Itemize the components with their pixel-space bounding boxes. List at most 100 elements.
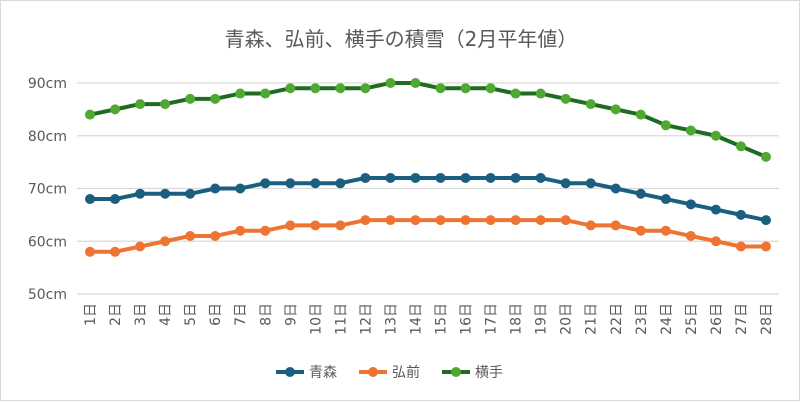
- data-point: [335, 83, 346, 94]
- data-point: [360, 83, 371, 94]
- data-point: [410, 172, 421, 183]
- data-point: [560, 178, 571, 189]
- data-point: [335, 220, 346, 231]
- data-point: [535, 88, 546, 99]
- data-point: [460, 172, 471, 183]
- data-point: [185, 93, 196, 104]
- data-point: [210, 183, 221, 194]
- legend-marker: [368, 367, 378, 377]
- data-point: [485, 215, 496, 226]
- x-tick-label: 12日: [358, 303, 374, 335]
- data-point: [761, 215, 771, 226]
- data-point: [110, 104, 121, 115]
- data-point: [210, 93, 221, 104]
- series-line-2: [89, 81, 767, 159]
- x-tick-label: 15日: [434, 303, 450, 335]
- data-point: [360, 172, 371, 183]
- data-point: [761, 241, 771, 252]
- data-point: [135, 241, 146, 252]
- data-point: [285, 83, 296, 94]
- data-point: [310, 83, 321, 94]
- data-point: [685, 125, 696, 136]
- x-tick-label: 7日: [233, 303, 249, 326]
- data-point: [710, 204, 721, 215]
- x-tick-label: 2日: [108, 303, 124, 326]
- data-point: [285, 220, 296, 231]
- data-point: [160, 236, 171, 247]
- x-tick-label: 4日: [158, 303, 174, 326]
- data-point: [585, 99, 596, 110]
- data-point: [285, 178, 296, 189]
- data-point: [310, 220, 321, 231]
- x-tick-label: 26日: [709, 303, 725, 335]
- x-tick-label: 27日: [734, 303, 750, 335]
- data-point: [735, 209, 746, 220]
- data-point: [160, 188, 171, 199]
- data-point: [185, 230, 196, 241]
- data-point: [385, 78, 396, 88]
- data-point: [685, 230, 696, 241]
- series-line-1: [90, 218, 766, 254]
- data-point: [610, 104, 621, 115]
- y-tick-label: 70cm: [28, 182, 67, 198]
- data-point: [135, 188, 146, 199]
- data-point: [485, 172, 496, 183]
- x-tick-label: 24日: [659, 303, 675, 335]
- y-tick-label: 50cm: [28, 287, 67, 303]
- data-point: [660, 194, 671, 205]
- data-point: [260, 225, 271, 236]
- x-tick-label: 19日: [534, 303, 550, 335]
- data-point: [735, 241, 746, 252]
- series-line-0: [90, 175, 767, 223]
- data-point: [410, 215, 421, 226]
- x-tick-label: 18日: [509, 303, 525, 335]
- data-point: [85, 246, 95, 257]
- data-point: [485, 83, 496, 94]
- data-point: [735, 141, 746, 152]
- legend-label: 青森: [309, 365, 337, 381]
- data-point: [85, 109, 95, 120]
- data-point: [460, 83, 471, 94]
- x-tick-label: 25日: [684, 303, 700, 335]
- x-tick-label: 3日: [133, 303, 149, 326]
- data-point: [710, 236, 721, 247]
- data-point: [585, 178, 596, 189]
- data-point: [510, 215, 521, 226]
- data-point: [560, 93, 571, 104]
- data-point: [660, 120, 671, 131]
- data-point: [710, 130, 721, 141]
- data-point: [210, 230, 221, 241]
- x-tick-label: 22日: [609, 303, 625, 335]
- data-point: [335, 178, 346, 189]
- data-point: [360, 215, 371, 226]
- data-point: [310, 178, 321, 189]
- data-point: [510, 172, 521, 183]
- y-tick-label: 80cm: [28, 129, 67, 145]
- legend-label: 横手: [475, 365, 503, 381]
- x-tick-label: 13日: [383, 303, 399, 335]
- data-point: [235, 225, 246, 236]
- data-point: [185, 188, 196, 199]
- data-point: [610, 183, 621, 194]
- x-tick-label: 28日: [759, 303, 775, 335]
- data-point: [410, 78, 421, 88]
- x-tick-label: 23日: [634, 303, 650, 335]
- x-tick-label: 16日: [459, 303, 475, 335]
- chart-title: 青森、弘前、横手の積雪（2月平年値）: [224, 27, 578, 51]
- x-tick-label: 1日: [83, 303, 99, 326]
- x-tick-label: 14日: [408, 303, 424, 335]
- x-tick-label: 5日: [183, 303, 199, 326]
- data-point: [660, 225, 671, 236]
- data-point: [685, 199, 696, 210]
- data-point: [85, 194, 95, 205]
- data-point: [110, 194, 121, 205]
- data-point: [435, 172, 446, 183]
- data-point: [235, 88, 246, 99]
- data-point: [635, 188, 646, 199]
- data-point: [560, 215, 571, 226]
- y-tick-label: 60cm: [28, 234, 67, 250]
- x-tick-label: 17日: [484, 303, 500, 335]
- legend-label: 弘前: [392, 364, 420, 381]
